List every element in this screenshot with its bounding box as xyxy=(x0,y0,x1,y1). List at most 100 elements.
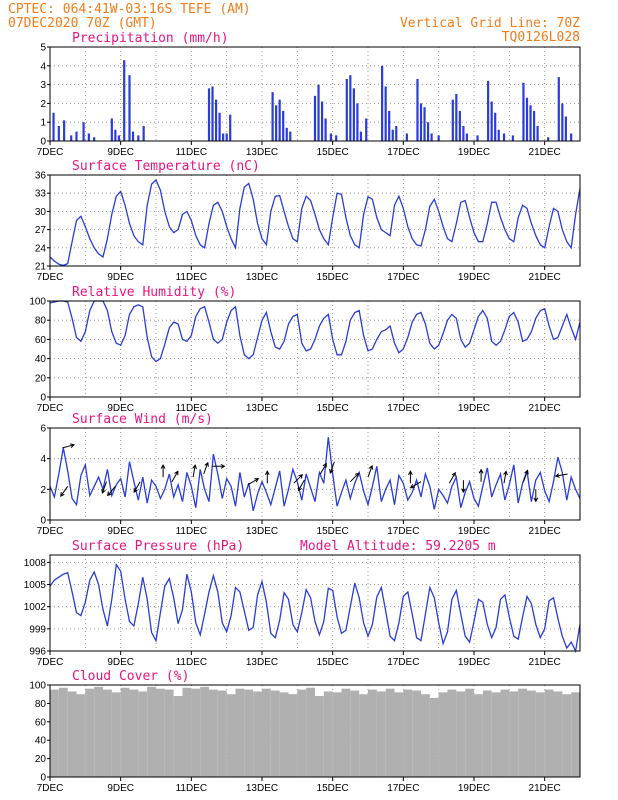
precip-bar xyxy=(63,120,66,141)
precip-bar xyxy=(70,135,73,141)
cloud-bar xyxy=(209,689,218,777)
wind-arrow xyxy=(533,489,539,503)
y-tick-label: 6 xyxy=(40,424,46,435)
x-tick-label: 9DEC xyxy=(107,272,134,283)
x-tick-label: 11DEC xyxy=(176,272,208,283)
wind-arrow xyxy=(101,481,107,494)
panel-title: Surface Pressure (hPa) xyxy=(72,539,244,554)
x-tick-label: 7DEC xyxy=(37,657,64,668)
cloud-bar xyxy=(262,688,271,777)
precip-bar xyxy=(218,112,221,141)
cloud-bar xyxy=(217,690,227,777)
wind-arrow xyxy=(293,473,304,484)
wind-arrow xyxy=(247,478,260,486)
panel-annotation: Model Altitude: 59.2205 m xyxy=(300,539,496,554)
cloud-bar xyxy=(253,691,262,777)
precip-bar xyxy=(497,129,500,141)
y-tick-label: 100 xyxy=(29,297,46,308)
panel-frame xyxy=(49,427,581,521)
precip-bar xyxy=(405,133,408,141)
precip-bar xyxy=(391,129,394,141)
cloud-bar xyxy=(85,688,95,777)
x-tick-label: 17DEC xyxy=(387,526,419,537)
precip-bar xyxy=(570,133,573,141)
x-tick-label: 11DEC xyxy=(176,783,208,794)
x-tick-label: 9DEC xyxy=(107,783,134,794)
panel-temp: 21 24 27 30 33 36 7DEC 9DEC 11DEC 13DEC 15DEC 17DEC… xyxy=(35,159,581,283)
panel-pressure: 996 999 1002 1005 1008 7DEC 9DEC 11DEC 13DEC 15DE… xyxy=(24,539,581,668)
precip-bar xyxy=(437,135,440,141)
precip-bar xyxy=(365,118,368,141)
wind-arrow xyxy=(448,471,456,484)
precip-bar xyxy=(313,95,317,141)
panel-wind: 0 2 4 6 7DEC 9DEC 11DEC 13DEC 15DEC 17DEC 19DEC 21D… xyxy=(37,412,581,537)
x-tick-label: 15DEC xyxy=(317,147,349,158)
y-tick-label: 996 xyxy=(29,647,46,658)
x-tick-label: 19DEC xyxy=(458,403,490,414)
precip-bar xyxy=(114,129,117,141)
x-tick-label: 15DEC xyxy=(317,783,349,794)
wind-arrow xyxy=(62,443,76,449)
wind-arrow xyxy=(367,464,374,478)
x-tick-label: 19DEC xyxy=(458,526,490,537)
precip-bar xyxy=(282,110,285,141)
x-tick-label: 19DEC xyxy=(458,147,490,158)
precip-bar xyxy=(352,88,355,141)
cloud-bar xyxy=(120,687,130,777)
x-tick-label: 15DEC xyxy=(317,526,349,537)
cloud-bar xyxy=(562,694,572,777)
y-tick-label: 1 xyxy=(40,118,46,129)
x-tick-label: 9DEC xyxy=(107,147,134,158)
wind-arrow xyxy=(297,479,305,492)
precip-bar xyxy=(502,133,506,141)
precip-bar xyxy=(142,125,145,141)
x-tick-label: 13DEC xyxy=(246,147,278,158)
wind-arrow xyxy=(408,470,413,484)
precip-bar xyxy=(536,125,539,141)
cloud-bar xyxy=(147,686,156,777)
y-tick-label: 3 xyxy=(40,80,46,91)
wind-arrow xyxy=(503,470,508,484)
precip-bar xyxy=(356,103,359,141)
cloud-bar xyxy=(535,692,545,777)
x-tick-label: 11DEC xyxy=(176,403,208,414)
precip-bar xyxy=(131,131,135,141)
cloud-bar xyxy=(191,688,201,777)
precip-bar xyxy=(419,103,423,141)
cloud-bar xyxy=(544,689,554,777)
cloud-bar xyxy=(438,692,448,777)
precip-bar xyxy=(381,65,384,141)
cloud-bar xyxy=(58,687,68,777)
y-tick-label: 27 xyxy=(35,225,47,236)
precip-bar xyxy=(487,80,490,141)
precip-bar xyxy=(229,114,232,141)
cloud-bar xyxy=(394,692,404,777)
wind-arrow xyxy=(478,468,484,482)
cloud-bar xyxy=(429,697,439,777)
wind-arrow xyxy=(349,472,360,483)
x-tick-label: 21DEC xyxy=(529,272,561,283)
y-tick-label: 60 xyxy=(35,335,47,346)
x-tick-label: 15DEC xyxy=(317,272,349,283)
y-tick-label: 0 xyxy=(40,393,46,404)
wind-arrow xyxy=(329,461,335,474)
precip-bar xyxy=(289,131,292,141)
precip-bar xyxy=(451,99,454,141)
y-tick-label: 1005 xyxy=(24,580,47,591)
precip-bar xyxy=(430,133,433,141)
y-tick-label: 999 xyxy=(29,624,46,635)
cloud-bar xyxy=(235,688,245,777)
x-tick-label: 7DEC xyxy=(37,526,64,537)
cloud-bar xyxy=(173,696,183,777)
precip-bar xyxy=(324,118,327,141)
precip-bar xyxy=(275,105,278,141)
cloud-bar xyxy=(465,688,474,777)
precip-bar xyxy=(416,78,419,141)
y-tick-label: 4 xyxy=(40,61,46,72)
x-tick-label: 13DEC xyxy=(246,657,278,668)
precip-bar xyxy=(359,131,363,141)
precip-bar xyxy=(525,97,529,141)
y-tick-label: 4 xyxy=(40,454,46,465)
cloud-bar xyxy=(67,691,77,777)
